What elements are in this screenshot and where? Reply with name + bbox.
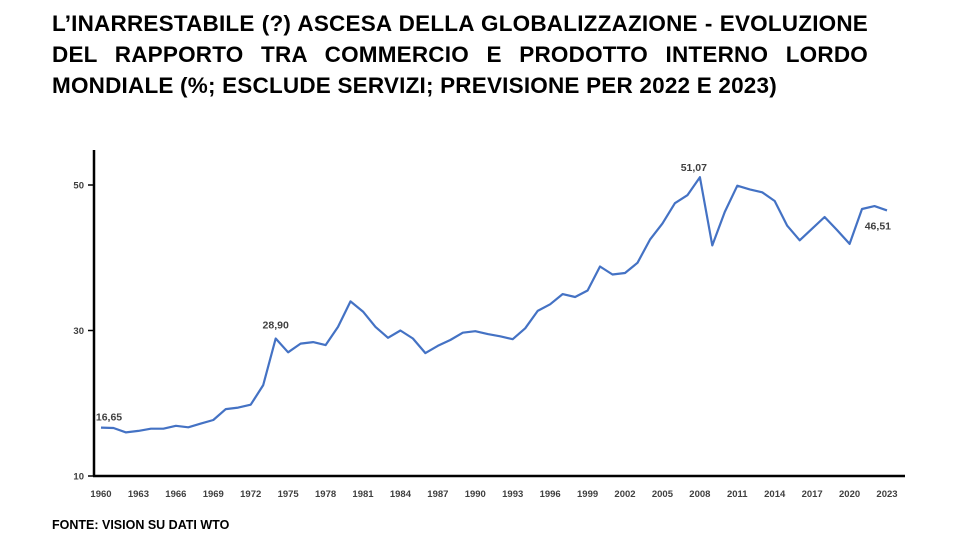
data-label: 46,51 [865, 220, 891, 232]
x-tick-label: 1966 [165, 489, 186, 500]
x-tick-label: 2020 [839, 489, 860, 500]
x-tick-label: 1969 [203, 489, 224, 500]
x-tick-label: 2023 [876, 489, 897, 500]
x-tick-label: 1981 [352, 489, 374, 500]
x-tick-label: 1996 [540, 489, 561, 500]
chart-data-labels: 16,65 28,90 51,07 46,51 [96, 162, 891, 423]
x-tick-label: 1993 [502, 489, 523, 500]
y-tick-label: 30 [73, 326, 84, 337]
x-tick-label: 1960 [90, 489, 111, 500]
x-tick-label: 1963 [128, 489, 149, 500]
y-tick-label: 10 [73, 472, 84, 483]
x-tick-label: 1975 [278, 489, 300, 500]
data-label: 16,65 [96, 412, 122, 424]
x-tick-label: 2008 [689, 489, 710, 500]
x-tick-label: 1984 [390, 489, 412, 500]
series-line [100, 176, 888, 434]
x-tick-label: 1972 [240, 489, 261, 500]
x-tick-label: 2005 [652, 489, 674, 500]
x-tick-label: 2011 [727, 489, 748, 500]
data-label: 51,07 [681, 162, 707, 174]
x-tick-label: 1999 [577, 489, 598, 500]
chart-tick-labels: 10 30 50 1960 1963 1966 1969 1972 1975 1978 1981 19… [73, 181, 897, 501]
y-tick-label: 50 [73, 181, 84, 192]
x-tick-label: 2014 [764, 489, 786, 500]
x-tick-label: 1987 [427, 489, 448, 500]
chart-title: L’INARRESTABILE (?) ASCESA DELLA GLOBALI… [52, 11, 868, 98]
data-label: 28,90 [263, 320, 289, 332]
x-tick-label: 2002 [614, 489, 635, 500]
x-tick-label: 1978 [315, 489, 336, 500]
chart-axes [88, 150, 905, 478]
chart-series [100, 176, 888, 434]
x-tick-label: 2017 [802, 489, 823, 500]
x-tick-label: 1990 [465, 489, 486, 500]
source-note: FONTE: VISION SU DATI WTO [52, 518, 230, 532]
